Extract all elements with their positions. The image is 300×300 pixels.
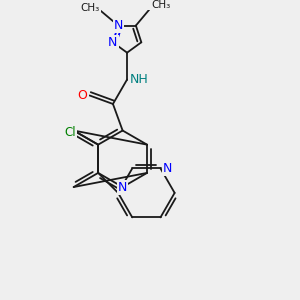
Text: N: N — [114, 19, 123, 32]
Text: CH₃: CH₃ — [81, 3, 100, 14]
Text: Cl: Cl — [64, 126, 76, 139]
Text: O: O — [78, 89, 88, 102]
Text: N: N — [118, 181, 127, 194]
Text: N: N — [163, 162, 172, 175]
Text: NH: NH — [129, 73, 148, 86]
Text: N: N — [108, 36, 118, 49]
Text: CH₃: CH₃ — [151, 0, 171, 11]
